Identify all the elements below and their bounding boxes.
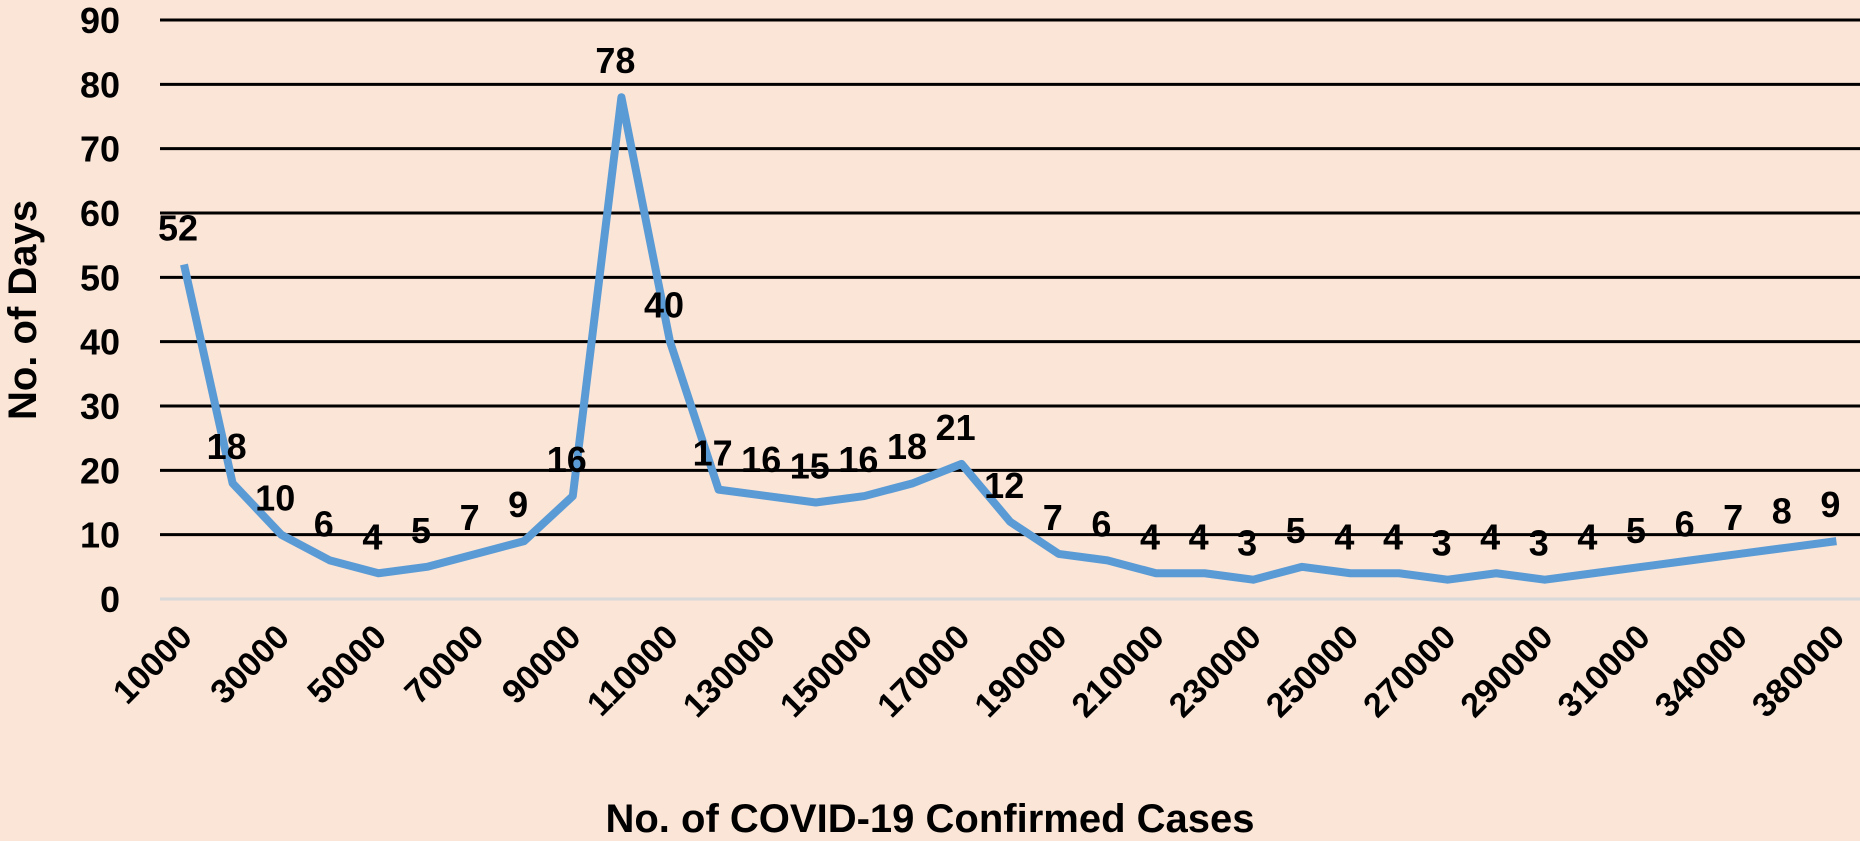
data-label: 4 [362,516,382,557]
data-label: 40 [644,285,684,326]
data-label: 4 [1480,516,1500,557]
data-label: 3 [1432,523,1452,564]
data-label: 3 [1529,523,1549,564]
data-label: 4 [1140,516,1160,557]
line [180,93,1837,584]
y-tick-label: 10 [80,515,120,556]
y-tick-label: 80 [80,64,120,105]
data-label: 18 [207,426,247,467]
y-tick-label: 20 [80,450,120,491]
data-label: 9 [1820,484,1840,525]
data-label: 4 [1577,516,1597,557]
data-label: 10 [255,478,295,519]
x-axis-title: No. of COVID-19 Confirmed Cases [605,797,1254,841]
y-tick-label: 40 [80,322,120,363]
data-label: 78 [595,40,635,81]
data-label: 5 [1286,510,1306,551]
data-label: 16 [741,439,781,480]
y-tick-label: 90 [80,0,120,41]
y-tick-label: 50 [80,257,120,298]
data-label: 5 [1626,510,1646,551]
data-label: 7 [1723,497,1743,538]
data-label: 5 [411,510,431,551]
data-label: 15 [790,446,830,487]
y-tick-label: 60 [80,193,120,234]
data-label: 12 [984,465,1024,506]
data-label: 17 [693,433,733,474]
data-label: 52 [158,207,198,248]
data-label: 3 [1237,523,1257,564]
data-label: 6 [1091,503,1111,544]
data-label: 6 [314,503,334,544]
y-tick-label: 30 [80,386,120,427]
data-label: 6 [1675,503,1695,544]
data-label: 9 [508,484,528,525]
data-label: 18 [887,426,927,467]
y-tick-label: 70 [80,129,120,170]
data-label: 16 [838,439,878,480]
data-label: 7 [460,497,480,538]
data-label: 8 [1772,491,1792,532]
y-axis-title: No. of Days [1,200,45,420]
data-label: 7 [1043,497,1063,538]
y-tick-label: 0 [100,579,120,620]
data-label: 4 [1189,516,1209,557]
data-label: 4 [1334,516,1354,557]
data-label: 21 [936,407,976,448]
data-label: 4 [1383,516,1403,557]
data-label: 16 [547,439,587,480]
